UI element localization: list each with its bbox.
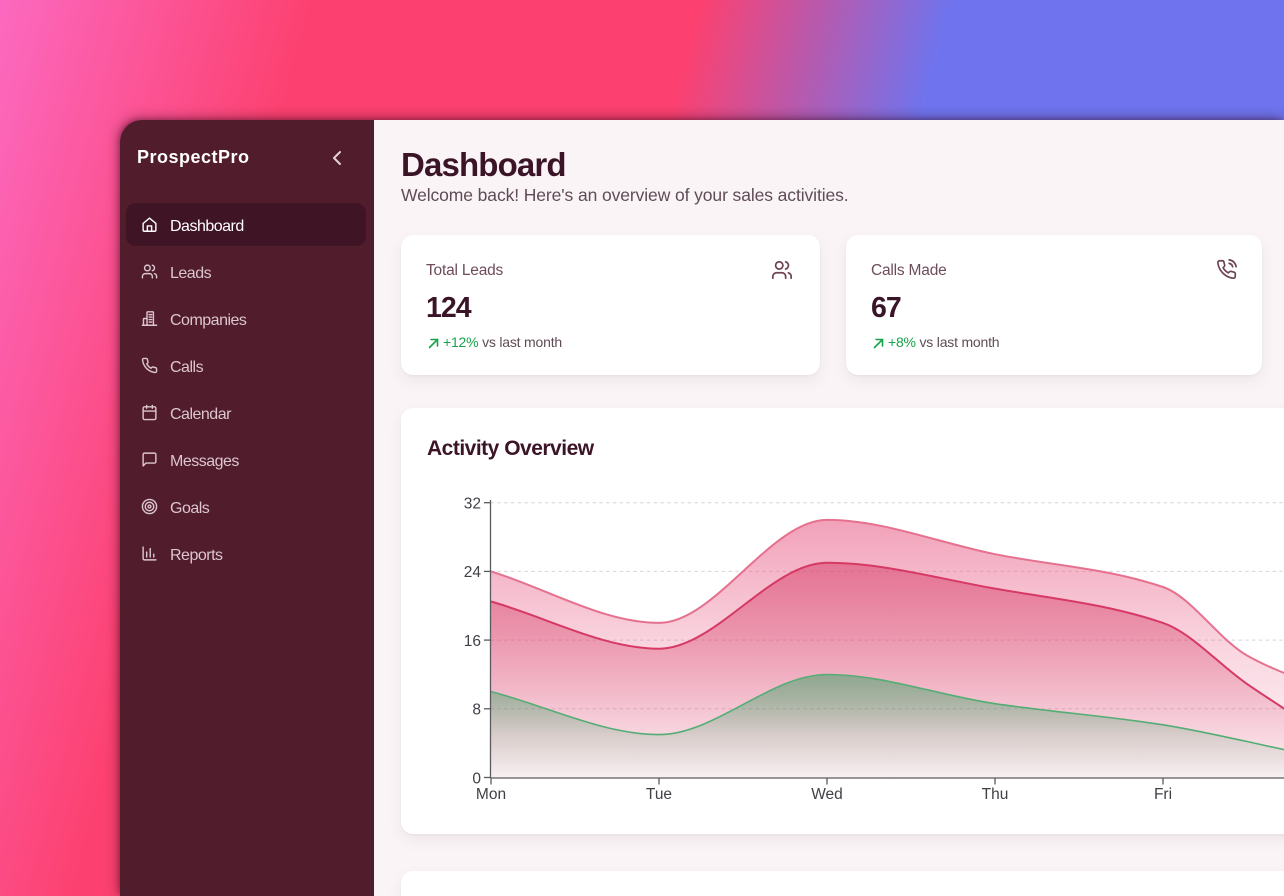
svg-text:Mon: Mon xyxy=(476,786,506,803)
svg-text:16: 16 xyxy=(464,633,481,650)
svg-text:32: 32 xyxy=(464,496,481,513)
svg-text:0: 0 xyxy=(472,770,481,787)
svg-text:Tue: Tue xyxy=(646,786,672,803)
svg-text:Wed: Wed xyxy=(811,786,843,803)
svg-text:Thu: Thu xyxy=(982,786,1009,803)
svg-text:8: 8 xyxy=(472,702,481,719)
svg-text:Fri: Fri xyxy=(1154,786,1172,803)
svg-text:24: 24 xyxy=(464,564,482,581)
